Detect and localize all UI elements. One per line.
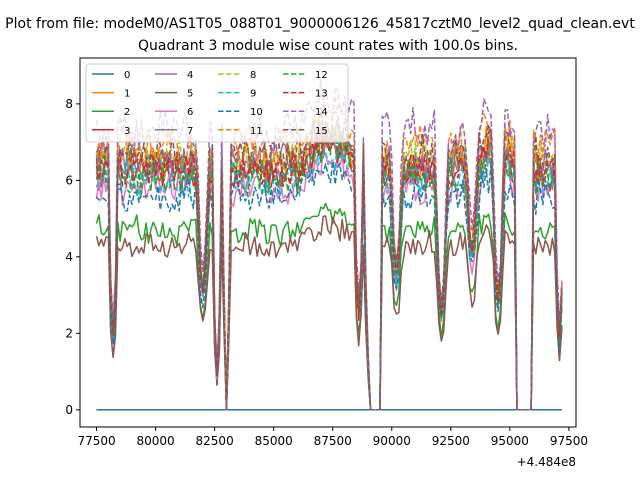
x-tick-label: 95000 xyxy=(491,434,529,448)
legend-label: 13 xyxy=(315,89,328,100)
legend-label: 6 xyxy=(187,107,193,118)
legend-label: 5 xyxy=(187,89,193,100)
y-tick-label: 2 xyxy=(65,326,73,340)
y-tick-label: 6 xyxy=(65,173,73,187)
series-line-10 xyxy=(95,160,563,411)
x-tick-label: 80000 xyxy=(136,434,174,448)
x-axis-offset-label: +4.484e8 xyxy=(517,455,576,469)
x-tick-label: 82500 xyxy=(196,434,234,448)
x-axis: 77500 80000 82500 85000 87500 90000 92500 95000… xyxy=(77,427,588,448)
x-tick-label: 85000 xyxy=(255,434,293,448)
plot-frame xyxy=(79,57,577,428)
legend-label: 0 xyxy=(124,70,130,81)
figure-suptitle: Plot from file: modeM0/AS1T05_088T01_900… xyxy=(5,16,635,32)
legend-label: 1 xyxy=(124,89,130,100)
y-axis: 0 2 4 6 8 xyxy=(65,97,80,417)
x-tick-label: 87500 xyxy=(314,434,352,448)
legend-label: 12 xyxy=(315,70,328,81)
x-tick-label: 77500 xyxy=(77,434,115,448)
x-tick-label: 90000 xyxy=(373,434,411,448)
legend-label: 2 xyxy=(124,107,130,118)
legend-label: 8 xyxy=(250,70,256,81)
series-line-9 xyxy=(95,136,563,411)
legend-label: 10 xyxy=(250,107,263,118)
legend-label: 11 xyxy=(250,126,263,137)
legend-label: 4 xyxy=(187,70,193,81)
legend-frame xyxy=(85,63,349,143)
legend-label: 14 xyxy=(315,107,328,118)
x-tick-label: 92500 xyxy=(432,434,470,448)
series-line-5 xyxy=(95,215,563,411)
y-tick-label: 8 xyxy=(65,97,73,111)
y-tick-label: 0 xyxy=(65,403,73,417)
legend-label: 9 xyxy=(250,89,256,100)
chart-title: Quadrant 3 module wise count rates with … xyxy=(138,38,518,54)
y-tick-label: 4 xyxy=(65,250,73,264)
series-line-13 xyxy=(95,129,563,411)
x-tick-label: 97500 xyxy=(550,434,588,448)
legend-label: 15 xyxy=(315,126,328,137)
legend-label: 7 xyxy=(187,126,193,137)
series-line-2 xyxy=(95,202,563,411)
legend-label: 3 xyxy=(124,126,130,137)
